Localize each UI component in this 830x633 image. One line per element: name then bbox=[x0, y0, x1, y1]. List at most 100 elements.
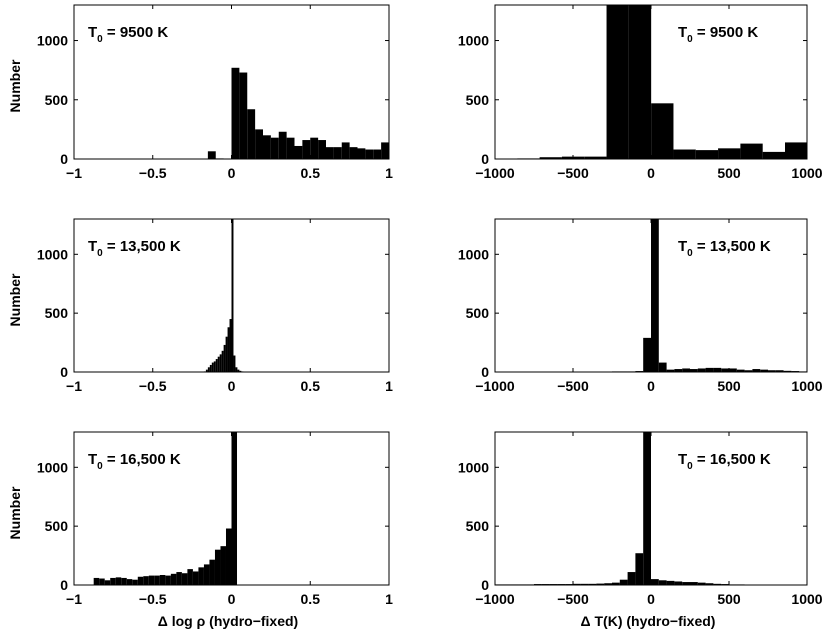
x-tick-label: 500 bbox=[717, 165, 741, 181]
histogram-bar bbox=[215, 359, 218, 372]
histogram-bar bbox=[744, 370, 753, 372]
histogram-bar bbox=[181, 573, 188, 585]
x-tick-label: 1000 bbox=[791, 591, 822, 607]
histogram-bar bbox=[606, 5, 629, 159]
histogram-bar bbox=[310, 137, 319, 159]
temperature-annotation: T0 = 16,500 K bbox=[678, 451, 771, 472]
histogram-bar bbox=[211, 362, 214, 372]
histogram-bar bbox=[229, 319, 232, 372]
histogram-bar bbox=[666, 580, 675, 585]
annotation-subscript: 0 bbox=[97, 461, 103, 472]
x-tick-label: 0 bbox=[647, 378, 655, 394]
histogram-bar bbox=[760, 369, 768, 372]
histogram-bar bbox=[635, 553, 644, 585]
x-tick-label: −500 bbox=[557, 165, 589, 181]
bars bbox=[495, 5, 807, 159]
ylabel-row-2: Number bbox=[7, 273, 23, 326]
x-tick-label: 0.5 bbox=[301, 378, 321, 394]
annotation-value: = 13,500 K bbox=[693, 238, 771, 255]
y-tick-label: 0 bbox=[60, 577, 68, 593]
x-tick-label: 1000 bbox=[791, 165, 822, 181]
x-tick-label: −1 bbox=[66, 378, 82, 394]
x-tick-label: 500 bbox=[717, 378, 741, 394]
x-tick-label: 0 bbox=[647, 591, 655, 607]
histogram-bar bbox=[99, 578, 105, 585]
y-tick-label: 1000 bbox=[458, 33, 489, 49]
histogram-bar bbox=[695, 150, 719, 159]
x-tick-label: −1000 bbox=[475, 165, 515, 181]
histogram-bar bbox=[588, 583, 597, 585]
histogram-bar bbox=[697, 582, 706, 585]
histogram-bar bbox=[223, 344, 226, 372]
histogram-bar bbox=[137, 576, 144, 585]
shared-labels: Number Number Number Δ log ρ (hydro−fixe… bbox=[7, 59, 715, 629]
histogram-bar bbox=[604, 583, 612, 585]
y-tick-label: 0 bbox=[481, 364, 489, 380]
y-tick-label: 500 bbox=[45, 305, 69, 321]
histogram-bar bbox=[104, 580, 111, 585]
histogram-bar bbox=[235, 367, 238, 372]
histogram-bar bbox=[736, 369, 745, 372]
x-tick-label: 0 bbox=[647, 165, 655, 181]
temperature-annotation: T0 = 9500 K bbox=[678, 24, 758, 45]
histogram-bar bbox=[233, 355, 236, 372]
bars bbox=[93, 432, 238, 585]
histogram-bar bbox=[752, 369, 761, 372]
panels: −1 −0.5 0 0.5 1 0 500 1000 T0 = 9500 K −1000 −500 0… bbox=[37, 4, 823, 607]
x-tick-label: 0.5 bbox=[301, 165, 321, 181]
histogram-bar bbox=[596, 583, 605, 585]
histogram-bar bbox=[643, 337, 651, 372]
histogram-bar bbox=[365, 149, 374, 159]
x-tick-label: 1 bbox=[385, 591, 393, 607]
histogram-bar bbox=[674, 581, 683, 585]
histogram-bar bbox=[783, 370, 792, 372]
annotation-subscript: 0 bbox=[687, 34, 693, 45]
annotation-symbol: T bbox=[678, 451, 687, 468]
x-tick-label: −500 bbox=[557, 378, 589, 394]
annotation-symbol: T bbox=[88, 24, 97, 41]
histogram-bar bbox=[651, 219, 659, 372]
histogram-bar bbox=[207, 151, 216, 159]
x-tick-label: −1000 bbox=[475, 378, 515, 394]
y-tick-label: 0 bbox=[60, 151, 68, 167]
histogram-bar bbox=[93, 577, 100, 585]
histogram-bar bbox=[115, 577, 122, 585]
histogram-bar bbox=[231, 432, 238, 585]
histogram-bar bbox=[721, 368, 729, 372]
histogram-bar bbox=[154, 575, 160, 585]
histogram-bar bbox=[176, 572, 182, 585]
histogram-bar bbox=[713, 583, 722, 585]
histogram-bar bbox=[231, 219, 234, 372]
histogram-bar bbox=[643, 432, 651, 585]
histogram-bar bbox=[225, 336, 228, 372]
histogram-bar bbox=[651, 103, 674, 159]
annotation-subscript: 0 bbox=[97, 34, 103, 45]
annotation-symbol: T bbox=[88, 451, 97, 468]
histogram-bar bbox=[349, 147, 358, 159]
x-tick-label: 0 bbox=[228, 165, 236, 181]
histogram-bar bbox=[132, 579, 138, 585]
x-tick-label: −0.5 bbox=[139, 591, 167, 607]
histogram-bar bbox=[682, 368, 690, 372]
y-tick-label: 1000 bbox=[37, 246, 68, 262]
bars bbox=[604, 219, 807, 372]
bars bbox=[203, 219, 246, 372]
histogram-bar bbox=[270, 137, 279, 159]
histogram-bar bbox=[690, 582, 698, 585]
histogram-bar bbox=[580, 583, 589, 585]
histogram-bar bbox=[121, 577, 127, 585]
ylabel-row-3: Number bbox=[7, 486, 23, 539]
annotation-symbol: T bbox=[678, 238, 687, 255]
temperature-annotation: T0 = 9500 K bbox=[88, 24, 168, 45]
histogram-bar bbox=[539, 157, 562, 159]
histogram-bar bbox=[612, 582, 620, 585]
histogram-bar bbox=[740, 143, 763, 159]
histogram-bar bbox=[263, 135, 271, 159]
annotation-subscript: 0 bbox=[687, 461, 693, 472]
histogram-bar bbox=[705, 367, 714, 372]
histogram-bar bbox=[673, 149, 696, 159]
histogram-bar bbox=[126, 579, 133, 585]
